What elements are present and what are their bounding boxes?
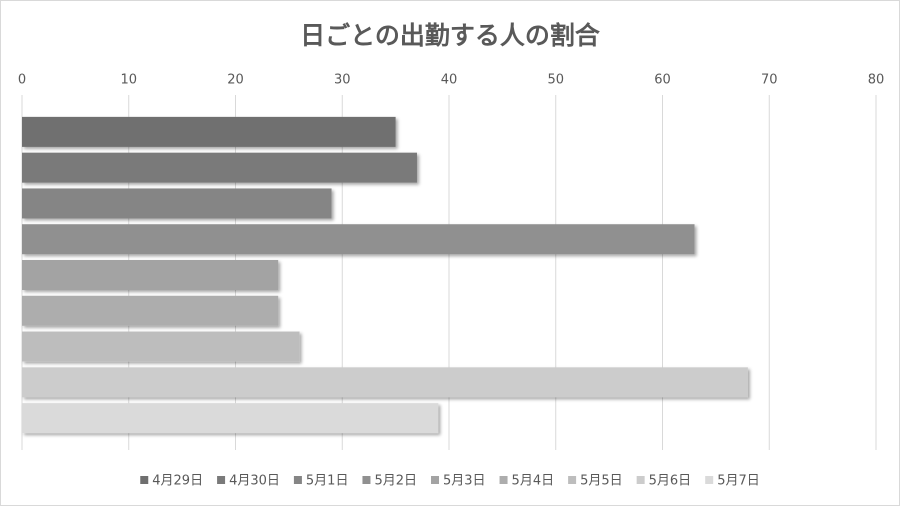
legend-swatch bbox=[217, 476, 226, 484]
chart-title: 日ごとの出勤する人の割合 bbox=[300, 21, 601, 50]
x-tick-label: 0 bbox=[18, 73, 26, 88]
legend-swatch bbox=[499, 476, 508, 484]
bar bbox=[22, 403, 439, 434]
legend-label: 5月4日 bbox=[512, 474, 555, 489]
x-tick-label: 50 bbox=[547, 73, 564, 88]
legend-label: 4月30日 bbox=[229, 474, 280, 489]
bar bbox=[22, 260, 279, 290]
bar bbox=[22, 152, 417, 183]
bar bbox=[22, 188, 332, 219]
legend-label: 5月7日 bbox=[717, 474, 760, 489]
legend-label: 5月6日 bbox=[649, 474, 692, 489]
bar bbox=[22, 116, 396, 147]
legend-label: 4月29日 bbox=[152, 474, 203, 489]
x-tick-label: 20 bbox=[227, 73, 244, 88]
bar bbox=[22, 295, 279, 326]
bar bbox=[22, 224, 695, 255]
x-tick-label: 10 bbox=[120, 73, 137, 88]
x-tick-label: 70 bbox=[761, 73, 778, 88]
x-tick-label: 40 bbox=[441, 73, 458, 88]
legend-label: 5月3日 bbox=[443, 474, 486, 489]
legend-swatch bbox=[140, 476, 149, 484]
legend-label: 5月2日 bbox=[374, 474, 417, 489]
legend-swatch bbox=[568, 476, 577, 484]
legend-label: 5月5日 bbox=[580, 474, 623, 489]
legend-swatch bbox=[636, 476, 645, 484]
legend-swatch bbox=[293, 476, 302, 484]
legend-label: 5月1日 bbox=[306, 474, 349, 489]
x-tick-label: 30 bbox=[334, 73, 351, 88]
legend-swatch bbox=[362, 476, 371, 484]
bar bbox=[22, 331, 300, 362]
x-tick-label: 80 bbox=[868, 73, 885, 88]
bar bbox=[22, 367, 748, 398]
legend-swatch bbox=[705, 476, 714, 484]
x-tick-label: 60 bbox=[654, 73, 671, 88]
legend-swatch bbox=[431, 476, 440, 484]
